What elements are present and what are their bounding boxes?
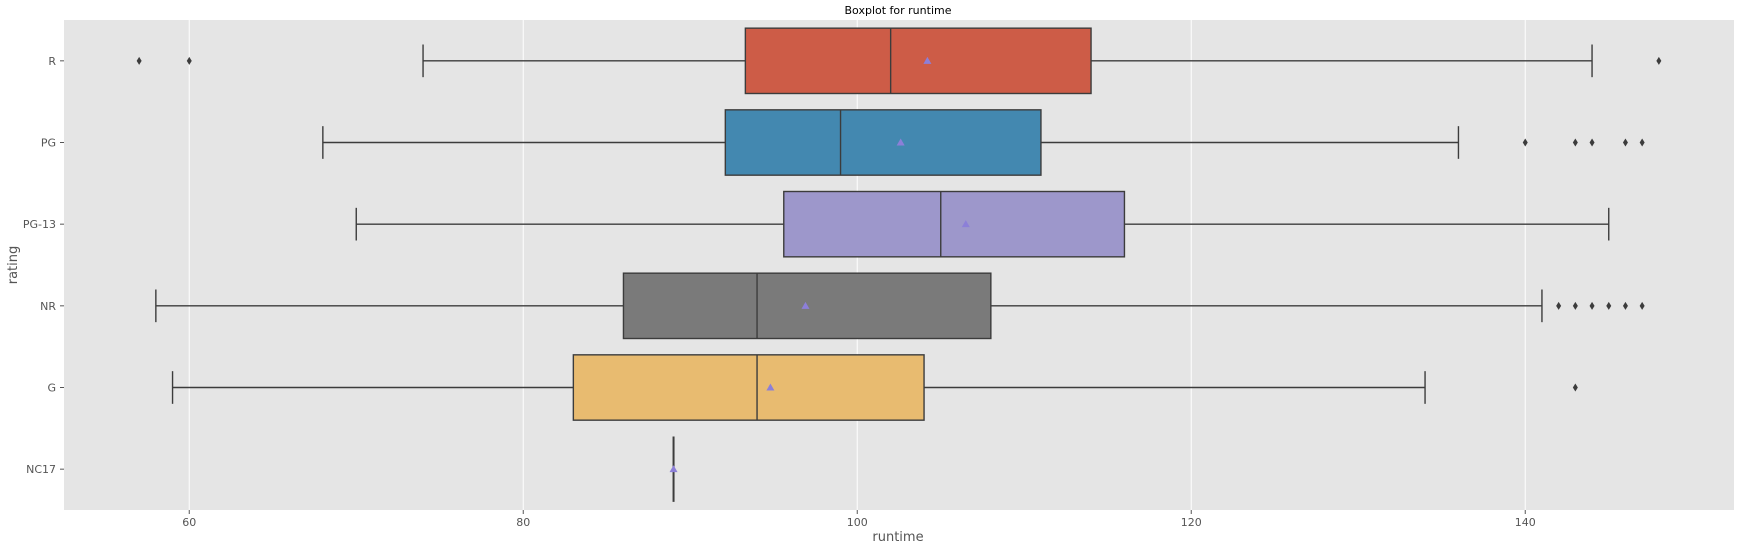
- mean-marker-PG: [896, 138, 905, 146]
- outlier-PG-1: [1572, 138, 1578, 147]
- y-tick-label-PG-13: PG-13: [23, 218, 56, 231]
- outlier-NR-2: [1589, 301, 1595, 310]
- box-group-NC17: [669, 436, 678, 502]
- mean-marker-PG-13: [961, 220, 970, 228]
- x-tick-label-100: 100: [847, 516, 868, 529]
- outlier-NR-4: [1622, 301, 1628, 310]
- plot-area: [64, 20, 1734, 510]
- outlier-R-1: [186, 56, 192, 65]
- box-group-NR: [155, 272, 1645, 340]
- y-tick-label-R: R: [48, 55, 56, 68]
- y-tick-label-PG: PG: [41, 137, 56, 150]
- box-group-R: [136, 27, 1662, 95]
- box-G: [572, 354, 925, 421]
- y-tick-label-NC17: NC17: [26, 463, 56, 476]
- chart-title: Boxplot for runtime: [845, 4, 952, 17]
- mean-marker-R: [923, 56, 932, 64]
- x-tick-label-80: 80: [516, 516, 530, 529]
- y-tick-label-G: G: [47, 382, 56, 395]
- mean-marker-NC17: [669, 465, 678, 473]
- outlier-PG-2: [1589, 138, 1595, 147]
- outlier-G-0: [1572, 383, 1578, 392]
- x-tick-label-120: 120: [1181, 516, 1202, 529]
- outlier-NR-0: [1556, 301, 1562, 310]
- x-tick-label-60: 60: [182, 516, 196, 529]
- box-PG: [724, 109, 1042, 176]
- y-axis-label: rating: [6, 246, 21, 285]
- y-tick-labels: R PG PG-13 NR G NC17: [23, 55, 64, 476]
- x-tick-label-140: 140: [1515, 516, 1536, 529]
- grid-lines: [188, 20, 1526, 510]
- x-tick-labels: 60 80 100 120 140: [182, 510, 1536, 529]
- y-tick-label-NR: NR: [40, 300, 56, 313]
- box-R: [744, 27, 1092, 95]
- x-axis-label: runtime: [872, 530, 923, 545]
- outlier-PG-3: [1622, 138, 1628, 147]
- outlier-NR-5: [1639, 301, 1645, 310]
- outlier-R-0: [136, 56, 142, 65]
- mean-marker-G: [766, 383, 775, 391]
- mean-marker-NR: [801, 301, 810, 309]
- outlier-PG-0: [1522, 138, 1528, 147]
- box-group-PG-13: [355, 190, 1610, 258]
- outlier-NR-3: [1606, 301, 1612, 310]
- boxes-layer: [136, 27, 1662, 502]
- outlier-R-2: [1656, 56, 1662, 65]
- outlier-NR-1: [1572, 301, 1578, 310]
- outlier-PG-4: [1639, 138, 1645, 147]
- box-PG-13: [783, 190, 1126, 258]
- box-group-G: [171, 354, 1578, 421]
- box-group-PG: [322, 109, 1645, 176]
